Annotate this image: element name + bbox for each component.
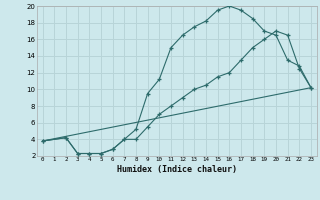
X-axis label: Humidex (Indice chaleur): Humidex (Indice chaleur) (117, 165, 237, 174)
